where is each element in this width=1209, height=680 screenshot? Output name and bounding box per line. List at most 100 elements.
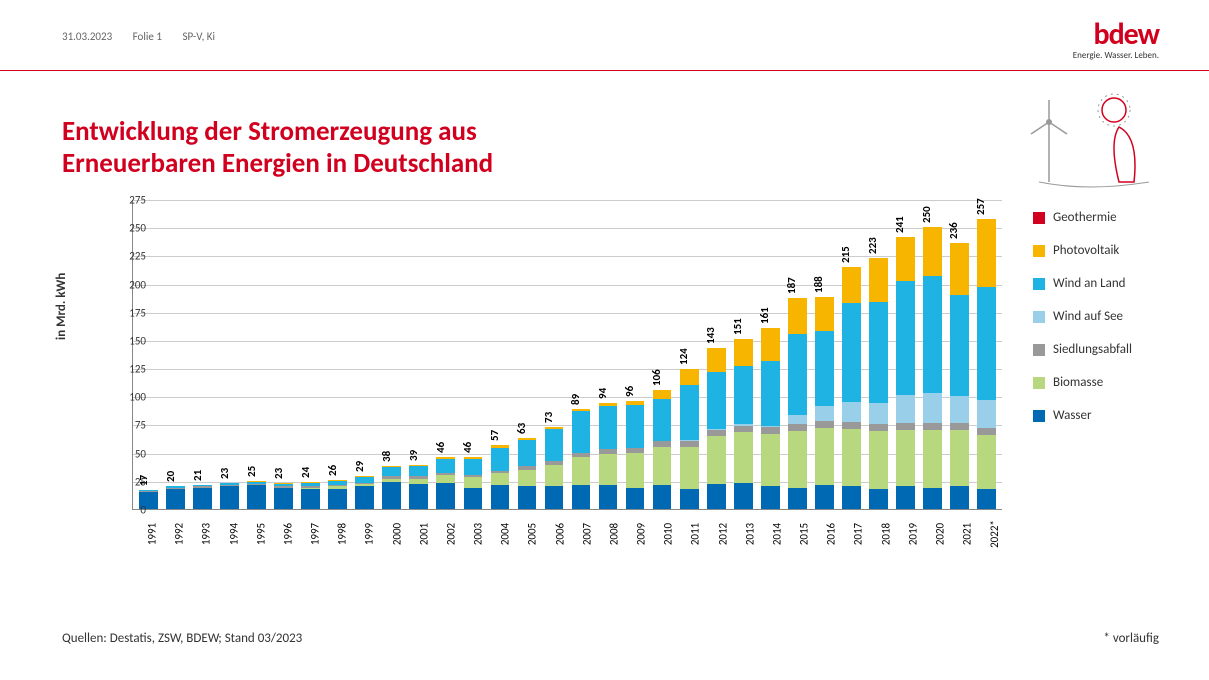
bar-segment-wind_land — [734, 366, 753, 425]
bar-column: 17 — [137, 200, 161, 509]
bar-column: 241 — [893, 200, 917, 509]
bar-column: 25 — [245, 200, 269, 509]
bar-segment-biomasse — [653, 447, 672, 485]
bar-segment-wasser — [464, 488, 483, 509]
renewable-icon — [1019, 82, 1159, 192]
bar-total-label: 89 — [569, 394, 582, 405]
bar-segment-wasser — [896, 486, 915, 509]
legend-swatch — [1033, 212, 1045, 224]
bar-segment-wind_land — [842, 303, 861, 402]
legend-item-geothermie: Geothermie — [1033, 210, 1163, 225]
bar-total-label: 38 — [380, 451, 393, 462]
bar-column: 257 — [974, 200, 998, 509]
plot-area: 1720212325232426293839464657637389949610… — [132, 200, 1002, 510]
bar-total-label: 25 — [245, 466, 258, 477]
header-slide: Folie 1 — [133, 30, 162, 43]
x-tick-label: 2016 — [825, 520, 838, 547]
bar-total-label: 29 — [353, 461, 366, 472]
bar-total-label: 250 — [920, 206, 933, 223]
bar-segment-biomasse — [950, 430, 969, 486]
bar-column: 143 — [704, 200, 728, 509]
bar-total-label: 124 — [677, 348, 690, 365]
bar-column: 223 — [866, 200, 890, 509]
bar-segment-wasser — [409, 484, 428, 509]
bar-segment-wind_land — [680, 385, 699, 440]
x-axis: 1991199219931994199519961997199819992000… — [132, 516, 1002, 547]
bar-segment-wasser — [572, 485, 591, 509]
legend-swatch — [1033, 311, 1045, 323]
bar-segment-siedlungsabfall — [815, 421, 834, 428]
x-tick-label: 2007 — [580, 520, 593, 547]
bar-segment-photovoltaik — [734, 339, 753, 366]
x-tick-label: 1995 — [254, 520, 267, 547]
bar-segment-wasser — [734, 483, 753, 509]
bar-column: 236 — [947, 200, 971, 509]
header-meta: 31.03.2023 Folie 1 SP-V, Ki — [62, 30, 233, 43]
bar-total-label: 94 — [596, 388, 609, 399]
legend-label: Biomasse — [1053, 375, 1103, 390]
bar-total-label: 57 — [488, 430, 501, 441]
bar-segment-wind_land — [815, 331, 834, 407]
y-tick-label: 0 — [116, 504, 146, 517]
bar-segment-siedlungsabfall — [950, 423, 969, 430]
x-tick-label: 2008 — [608, 520, 621, 547]
bar-segment-biomasse — [923, 430, 942, 487]
bar-column: 21 — [191, 200, 215, 509]
bar-segment-wind_land — [977, 287, 996, 400]
bar-column: 151 — [731, 200, 755, 509]
bar-segment-wind_see — [869, 403, 888, 424]
bar-total-label: 106 — [650, 369, 663, 386]
bar-segment-biomasse — [436, 475, 455, 483]
bar-column: 38 — [380, 200, 404, 509]
bar-segment-biomasse — [869, 431, 888, 488]
legend-swatch — [1033, 344, 1045, 356]
bar-segment-wasser — [436, 483, 455, 509]
bar-segment-wasser — [977, 489, 996, 509]
bar-segment-biomasse — [761, 434, 780, 487]
bar-column: 124 — [677, 200, 701, 509]
legend-swatch — [1033, 278, 1045, 290]
bar-segment-wind_land — [896, 281, 915, 395]
bar-segment-wasser — [842, 486, 861, 509]
bar-total-label: 39 — [407, 450, 420, 461]
bar-column: 57 — [488, 200, 512, 509]
bar-segment-wind_see — [923, 393, 942, 423]
bar-segment-wind_land — [572, 411, 591, 453]
legend-item-wasser: Wasser — [1033, 408, 1163, 423]
bar-segment-wasser — [923, 488, 942, 509]
bar-segment-wind_land — [707, 372, 726, 429]
bar-container: 1720212325232426293839464657637389949610… — [133, 200, 1002, 509]
bar-total-label: 215 — [839, 246, 852, 263]
bar-total-label: 24 — [299, 467, 312, 478]
legend-label: Wind an Land — [1053, 276, 1126, 291]
bar-segment-wasser — [626, 488, 645, 509]
x-tick-label: 2018 — [879, 520, 892, 547]
bar-segment-photovoltaik — [923, 227, 942, 275]
bar-segment-photovoltaik — [896, 237, 915, 281]
y-tick-label: 275 — [116, 194, 146, 207]
chart: in Mrd. kWh 1720212325232426293839464657… — [62, 200, 1022, 580]
bar-segment-wind_land — [518, 440, 537, 466]
legend-label: Wasser — [1053, 408, 1092, 423]
legend-item-siedlungsabfall: Siedlungsabfall — [1033, 342, 1163, 357]
x-tick-label: 2000 — [390, 520, 403, 547]
bar-segment-wasser — [653, 485, 672, 509]
bar-segment-wind_land — [464, 459, 483, 475]
bar-segment-wind_see — [815, 406, 834, 421]
bar-segment-wind_land — [436, 459, 455, 473]
bar-segment-wind_land — [626, 405, 645, 448]
bar-segment-wind_land — [950, 295, 969, 396]
bar-total-label: 23 — [272, 468, 285, 479]
x-tick-label: 2015 — [798, 520, 811, 547]
bar-segment-wind_see — [896, 395, 915, 423]
y-tick-label: 250 — [116, 222, 146, 235]
y-tick-label: 200 — [116, 278, 146, 291]
legend-swatch — [1033, 410, 1045, 422]
bar-column: 39 — [407, 200, 431, 509]
legend-label: Photovoltaik — [1053, 243, 1119, 258]
sources-text: Quellen: Destatis, ZSW, BDEW; Stand 03/2… — [62, 631, 302, 646]
title-line2: Erneuerbaren Energien in Deutschland — [62, 147, 493, 180]
x-tick-label: 2022* — [988, 520, 1001, 548]
bar-total-label: 236 — [947, 222, 960, 239]
x-tick-label: 1991 — [146, 520, 159, 547]
